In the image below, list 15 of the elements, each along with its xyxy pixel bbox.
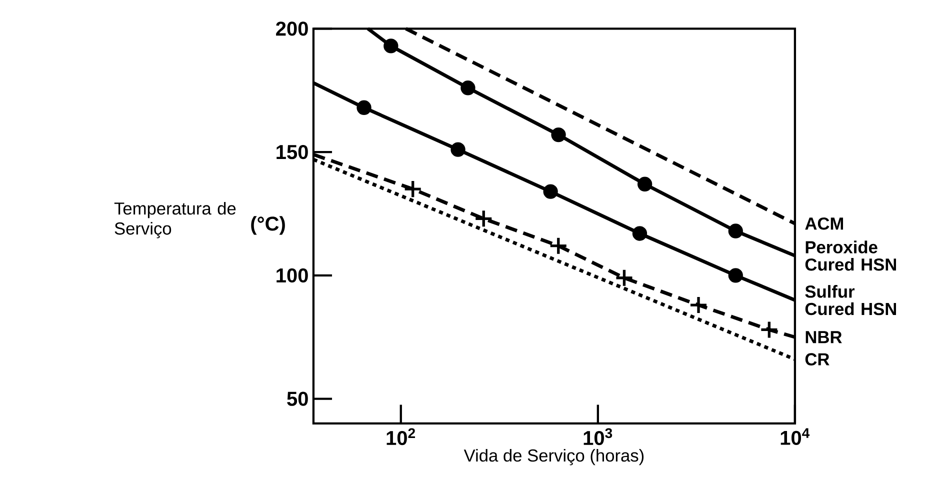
series-label: Peroxide Cured HSN [805,240,896,271]
x-tick-label: 10$^{2}$ [386,428,415,446]
series-label: NBR [806,331,842,344]
x-tick-label: 10$^{3}$ [584,428,612,446]
x-tick-label: 10$^{4}$ [780,428,810,446]
series-label: ACM [805,218,844,230]
y-tick-label: 200 [276,22,308,36]
x-axis-title: Vida de Serviço (horas) [464,449,644,466]
y-tick-label: 50 [287,392,308,406]
series-label: CR [805,353,830,366]
series-label: Sulfur Cured HSN [805,285,896,316]
y-tick-label: 150 [276,145,308,160]
y-axis-title: Temperatura de Serviço [114,202,236,238]
y-tick-label: 100 [276,268,308,283]
text: (°C) [251,216,285,235]
